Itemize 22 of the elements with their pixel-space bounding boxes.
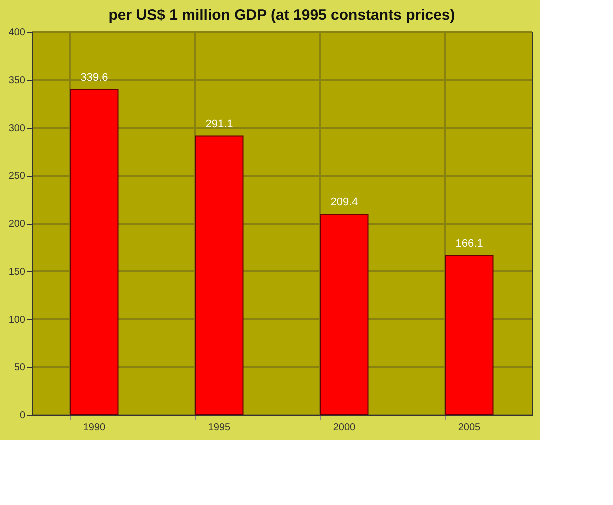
x-tick-label: 2000 (333, 422, 356, 434)
data-label: 339.6 (80, 72, 108, 84)
data-label: 209.4 (330, 196, 358, 208)
y-tick-label: 300 (8, 123, 26, 134)
x-tick-label: 1995 (208, 422, 232, 434)
chart-title: per US$ 1 million GDP (at 1995 constants prices) (108, 7, 456, 24)
bar (320, 214, 369, 416)
y-tick-label: 50 (14, 362, 26, 374)
y-tick-label: 0 (20, 410, 26, 422)
data-label: 291.1 (206, 118, 234, 130)
y-tick-label: 250 (8, 171, 26, 182)
x-tick-label: 2005 (458, 422, 482, 434)
bar (70, 89, 119, 416)
bar (445, 255, 494, 416)
y-tick-label: 200 (8, 219, 26, 230)
y-tick-label: 400 (8, 28, 26, 38)
x-tick-label: 1990 (83, 422, 106, 434)
data-label: 166.1 (456, 238, 484, 250)
y-tick-label: 150 (8, 266, 26, 278)
y-tick-label: 350 (8, 75, 26, 86)
y-tick-label: 100 (8, 314, 26, 326)
bar (195, 136, 244, 416)
